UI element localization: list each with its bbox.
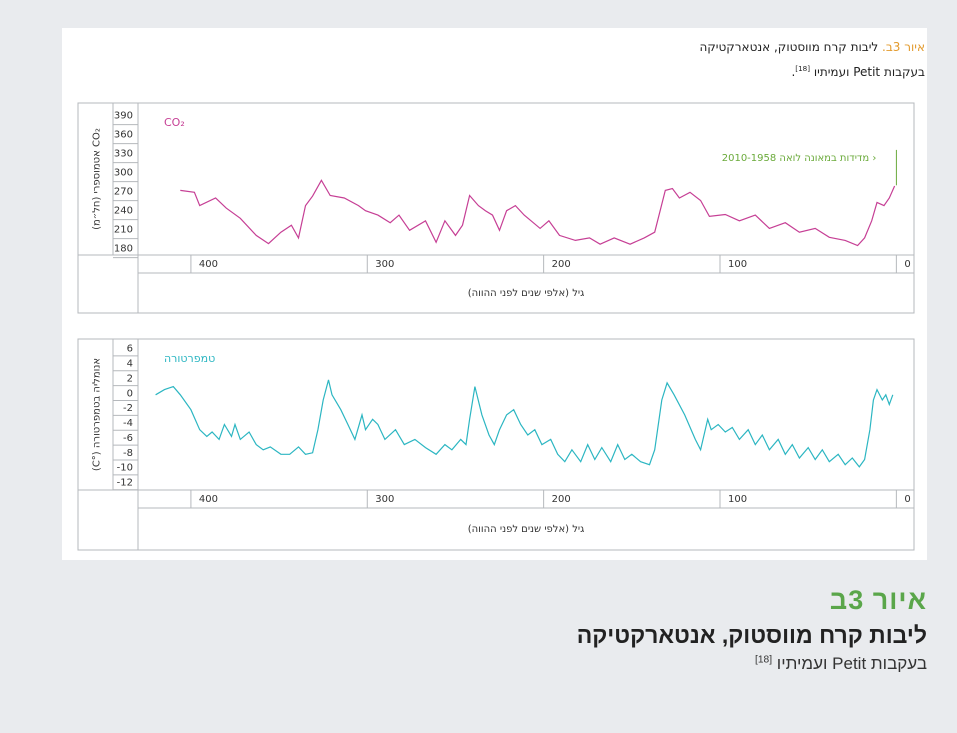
y-tick-label: -4 — [123, 418, 133, 429]
credit: בעקבות Petit ועמיתיו — [776, 654, 927, 673]
period: . — [791, 65, 796, 79]
credit: בעקבות Petit ועמיתיו — [813, 65, 925, 79]
top-caption-line: בעקבות Petit ועמיתיו [18]. — [791, 64, 925, 79]
data-line — [180, 179, 896, 247]
figure-title: ליבות קרח מווסטוק, אנטארקטיקה — [576, 622, 927, 648]
y-tick-label: -2 — [123, 403, 133, 414]
x-tick-label: 100 — [728, 259, 747, 270]
x-tick-label: 400 — [199, 494, 218, 505]
x-tick-label: 0 — [904, 259, 910, 270]
top-caption-line: איור 3ב. ליבות קרח מווסטוק, אנטארקטיקה — [699, 40, 925, 54]
data-line — [155, 379, 894, 468]
y-tick-label: -10 — [117, 463, 133, 474]
y-tick-label: -12 — [117, 478, 133, 489]
chart-frame — [77, 102, 915, 314]
y-axis-title: CO₂ אטמוספרי (חל״מ) — [92, 128, 103, 230]
figure-title: ליבות קרח מווסטוק, אנטארקטיקה — [699, 40, 879, 54]
y-tick-label: 210 — [114, 225, 133, 236]
x-tick-label: 200 — [552, 259, 571, 270]
x-axis-title: גיל (אלפי שנים לפני ההווה) — [468, 288, 585, 299]
x-tick-label: 200 — [552, 494, 571, 505]
x-tick-label: 300 — [375, 494, 394, 505]
y-tick-label: 360 — [114, 130, 133, 141]
figure-label: איור 3ב. — [882, 40, 925, 54]
x-tick-label: 100 — [728, 494, 747, 505]
y-tick-label: -6 — [123, 433, 133, 444]
y-tick-label: 6 — [127, 344, 133, 355]
x-tick-label: 0 — [904, 494, 910, 505]
figure-label: איור 3ב — [829, 585, 927, 615]
y-tick-label: 330 — [114, 149, 133, 160]
y-tick-label: 300 — [114, 168, 133, 179]
x-axis-title: גיל (אלפי שנים לפני ההווה) — [468, 524, 585, 535]
series-label: ‹ מדידות במאונה לואה 2010-1958 — [722, 153, 877, 164]
series-label: טמפרטורה — [164, 352, 215, 365]
credit-line: בעקבות Petit ועמיתיו [18] — [755, 654, 927, 674]
series-label: CO₂ — [164, 116, 185, 129]
reference: [18] — [755, 654, 773, 666]
reference: [18] — [795, 64, 811, 73]
chart-frame — [77, 338, 915, 551]
y-tick-label: 270 — [114, 187, 133, 198]
panel — [62, 28, 927, 560]
y-tick-label: 2 — [127, 373, 133, 384]
y-tick-label: 180 — [114, 244, 133, 255]
y-tick-label: 4 — [127, 359, 133, 370]
y-tick-label: -8 — [123, 448, 133, 459]
x-tick-label: 300 — [375, 259, 394, 270]
y-tick-label: 0 — [127, 388, 133, 399]
y-tick-label: 390 — [114, 111, 133, 122]
y-axis-title: אנומליה בטמפרטורה (°C) — [92, 358, 103, 471]
y-tick-label: 240 — [114, 206, 133, 217]
x-tick-label: 400 — [199, 259, 218, 270]
